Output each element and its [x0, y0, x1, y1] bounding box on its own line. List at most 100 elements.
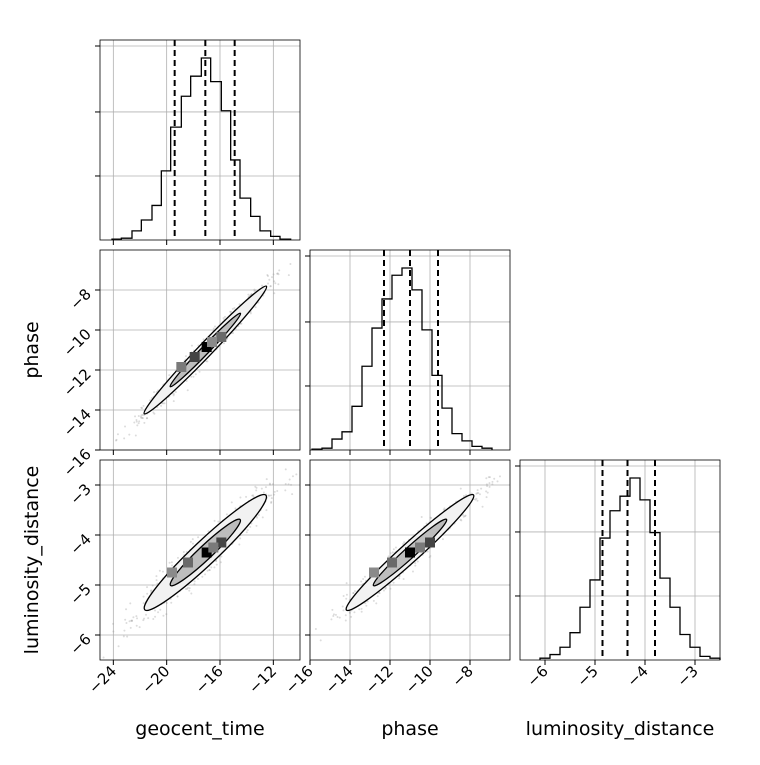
sample-point: [143, 617, 146, 620]
sample-point: [136, 617, 139, 620]
scatter-geocent-time-vs-luminosity-distance-density-block: [183, 557, 193, 568]
sample-point: [135, 615, 138, 618]
scatter-phase-vs-luminosity-distance-density-block: [425, 537, 435, 548]
sample-point: [464, 514, 467, 517]
sample-point: [116, 433, 119, 436]
sample-point: [256, 516, 259, 519]
sample-point: [176, 595, 179, 598]
sample-point: [246, 529, 249, 532]
sample-point: [206, 360, 209, 363]
sample-point: [142, 619, 145, 622]
sample-point: [363, 575, 366, 578]
sample-point: [139, 415, 142, 418]
sample-point: [398, 577, 401, 580]
sample-point: [125, 621, 128, 624]
sample-point: [156, 582, 159, 585]
sample-point: [112, 630, 115, 633]
sample-point: [273, 493, 276, 496]
scatter-geocent-time-vs-phase-ytick-label: −10: [60, 325, 95, 360]
scatter-geocent-time-vs-phase-density-block: [189, 352, 200, 362]
sample-point: [352, 592, 355, 595]
sample-point: [134, 434, 137, 437]
scatter-geocent-time-vs-phase-ytick-label: −12: [60, 365, 95, 400]
sample-point: [231, 307, 234, 310]
sample-point: [485, 477, 488, 480]
sample-point: [98, 452, 100, 454]
sample-point: [247, 293, 250, 296]
scatter-geocent-time-vs-luminosity-distance-density-block: [201, 547, 212, 558]
hist-geocent-time-frame: [99, 39, 301, 241]
sample-point: [319, 639, 322, 642]
sample-point: [128, 433, 131, 436]
sample-point: [172, 394, 175, 397]
sample-point: [284, 483, 287, 486]
sample-point: [184, 355, 187, 358]
sample-point: [125, 608, 128, 611]
sample-point: [232, 331, 235, 334]
sample-point: [117, 645, 120, 648]
sample-point: [485, 496, 488, 499]
sample-point: [192, 375, 195, 378]
sample-point: [150, 589, 153, 592]
sample-point: [217, 520, 220, 523]
sample-point: [475, 497, 478, 500]
sample-point: [206, 569, 209, 572]
sample-point: [190, 592, 193, 595]
scatter-geocent-time-vs-phase-density-block: [201, 342, 212, 352]
sample-point: [295, 473, 298, 476]
x-axis-label-luminosity-distance: luminosity_distance: [526, 718, 715, 740]
sample-point: [268, 494, 271, 497]
sample-point: [430, 517, 433, 520]
sample-point: [493, 477, 496, 480]
sample-point: [287, 274, 290, 277]
sample-point: [271, 483, 274, 486]
sample-point: [124, 425, 127, 428]
sample-point: [205, 360, 208, 363]
sample-point: [270, 497, 273, 500]
sample-point: [219, 561, 222, 564]
scatter-geocent-time-vs-luminosity-distance-density-block: [216, 537, 227, 548]
scatter-geocent-time-vs-luminosity-distance-density-block: [167, 567, 177, 578]
sample-point: [223, 315, 226, 318]
sample-point: [260, 487, 263, 490]
sample-point: [185, 379, 188, 382]
scatter-phase-vs-luminosity-distance-density-block: [415, 542, 425, 553]
sample-point: [481, 505, 484, 508]
sample-point: [176, 595, 179, 598]
scatter-phase-vs-luminosity-distance-xtick-label: −12: [362, 662, 397, 697]
sample-point: [165, 613, 168, 616]
sample-point: [425, 522, 428, 525]
sample-point: [270, 494, 273, 497]
sample-point: [255, 486, 258, 489]
sample-point: [476, 499, 479, 502]
sample-point: [129, 626, 132, 629]
sample-point: [234, 507, 237, 510]
sample-point: [212, 327, 215, 330]
sample-point: [261, 284, 264, 287]
sample-point: [389, 552, 392, 555]
sample-point: [213, 519, 216, 522]
sample-point: [488, 485, 491, 488]
y-axis-label-luminosity-distance: luminosity_distance: [21, 466, 43, 655]
sample-point: [266, 274, 269, 277]
scatter-geocent-time-vs-luminosity-distance-xtick-label: −20: [138, 662, 173, 697]
sample-point: [348, 612, 351, 615]
sample-point: [486, 491, 489, 494]
sample-point: [201, 575, 204, 578]
sample-point: [269, 285, 272, 288]
sample-point: [149, 589, 152, 592]
sample-point: [291, 493, 294, 496]
sample-point: [382, 589, 385, 592]
sample-point: [229, 310, 232, 313]
scatter-geocent-time-vs-luminosity-distance-ytick-label: −4: [66, 530, 94, 558]
sample-point: [191, 542, 194, 545]
sample-point: [220, 555, 223, 558]
sample-point: [193, 580, 196, 583]
sample-point: [366, 600, 369, 603]
scatter-phase-vs-luminosity-distance-density-block: [405, 547, 415, 558]
sample-point: [253, 288, 256, 291]
sample-point: [102, 656, 105, 659]
sample-point: [143, 421, 146, 424]
sample-point: [372, 599, 375, 602]
scatter-geocent-time-vs-luminosity-distance-ytick-label: −6: [66, 630, 94, 658]
